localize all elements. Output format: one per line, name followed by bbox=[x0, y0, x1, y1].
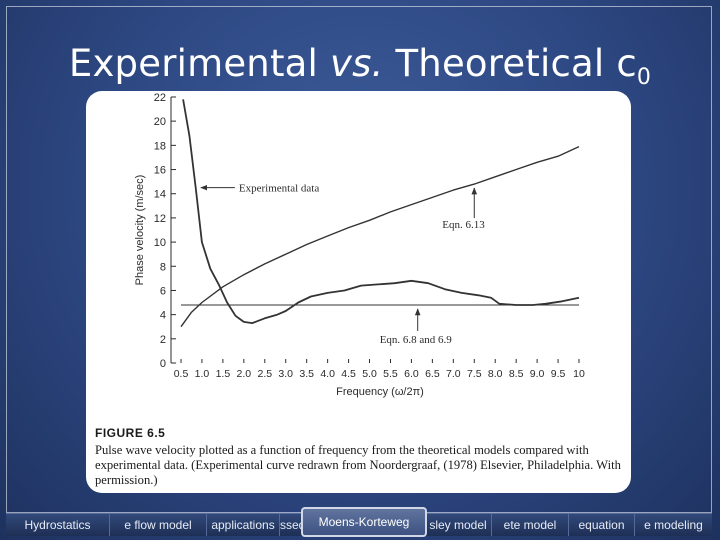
x-tick-label: 0.5 bbox=[174, 368, 189, 380]
x-tick-label: 9.5 bbox=[551, 368, 566, 380]
y-tick-label: 4 bbox=[160, 310, 166, 322]
nav-item-applications[interactable]: applications bbox=[207, 514, 280, 536]
x-tick-label: 2.0 bbox=[237, 368, 252, 380]
y-axis-label: Phase velocity (m/sec) bbox=[134, 175, 146, 286]
x-tick-label: 5.0 bbox=[362, 368, 377, 380]
nav-item-hydrostatics[interactable]: Hydrostatics bbox=[6, 514, 110, 536]
x-tick-label: 8.0 bbox=[488, 368, 503, 380]
eqn-6-8-6-9-annotation: Eqn. 6.8 and 6.9 bbox=[380, 334, 453, 346]
nav-item-sley-model[interactable]: sley model bbox=[425, 514, 492, 536]
y-tick-label: 2 bbox=[160, 334, 166, 346]
x-tick-label: 4.5 bbox=[341, 368, 356, 380]
y-tick-label: 0 bbox=[160, 358, 166, 370]
x-axis-label: Frequency (ω/2π) bbox=[336, 386, 424, 398]
section-nav-bar: Hydrostatics e flow model applications s… bbox=[6, 507, 712, 537]
x-tick-label: 6.0 bbox=[404, 368, 419, 380]
phase-velocity-chart: 0 2 4 6 8 10 12 14 16 18 20 22 Phase velocity (m/sec… bbox=[134, 92, 585, 398]
x-tick-label: 7.0 bbox=[446, 368, 461, 380]
eqn-6-13-line bbox=[180, 145, 580, 328]
nav-item-equation[interactable]: equation bbox=[569, 514, 635, 536]
eqn-6-13-annotation: Eqn. 6.13 bbox=[442, 219, 485, 231]
figure-card: 0 2 4 6 8 10 12 14 16 18 20 22 Phase velocity (m/sec… bbox=[86, 91, 631, 493]
x-tick-label: 1.0 bbox=[195, 368, 210, 380]
y-tick-label: 16 bbox=[154, 165, 166, 177]
x-tick-label: 2.5 bbox=[257, 368, 272, 380]
y-tick-label: 20 bbox=[154, 116, 166, 128]
nav-item-moens-korteweg-active[interactable]: Moens-Korteweg bbox=[301, 507, 427, 537]
y-tick-label: 6 bbox=[160, 285, 166, 297]
chart-axes bbox=[170, 96, 580, 364]
x-tick-label: 7.5 bbox=[467, 368, 482, 380]
slide-title: Experimental vs. Theoretical c0 bbox=[68, 42, 652, 90]
y-tick-label: 22 bbox=[154, 92, 166, 104]
x-tick-label: 6.5 bbox=[425, 368, 440, 380]
nav-item-e-modeling[interactable]: e modeling bbox=[644, 518, 703, 532]
nav-item-ete-model[interactable]: ete model bbox=[492, 514, 569, 536]
x-tick-label: 10 bbox=[573, 368, 585, 380]
experimental-data-line bbox=[182, 99, 580, 324]
experimental-data-annotation: Experimental data bbox=[239, 183, 319, 195]
nav-item-flow-model[interactable]: e flow model bbox=[110, 514, 207, 536]
y-tick-label: 18 bbox=[154, 140, 166, 152]
x-tick-label: 1.5 bbox=[216, 368, 231, 380]
x-tick-label: 9.0 bbox=[530, 368, 545, 380]
figure-caption-text: Pulse wave velocity plotted as a functio… bbox=[95, 443, 621, 487]
y-tick-label: 14 bbox=[154, 189, 166, 201]
x-tick-label: 5.5 bbox=[383, 368, 398, 380]
y-tick-label: 10 bbox=[154, 237, 166, 249]
nav-item-ssed[interactable]: ssed bbox=[280, 514, 303, 536]
x-tick-label: 3.5 bbox=[299, 368, 314, 380]
x-tick-label: 8.5 bbox=[509, 368, 524, 380]
figure-caption: FIGURE 6.5 Pulse wave velocity plotted a… bbox=[95, 426, 631, 488]
x-tick-label: 4.0 bbox=[320, 368, 335, 380]
y-tick-label: 12 bbox=[154, 213, 166, 225]
y-tick-label: 8 bbox=[160, 261, 166, 273]
x-tick-label: 3.0 bbox=[278, 368, 293, 380]
figure-label: FIGURE 6.5 bbox=[95, 426, 166, 440]
